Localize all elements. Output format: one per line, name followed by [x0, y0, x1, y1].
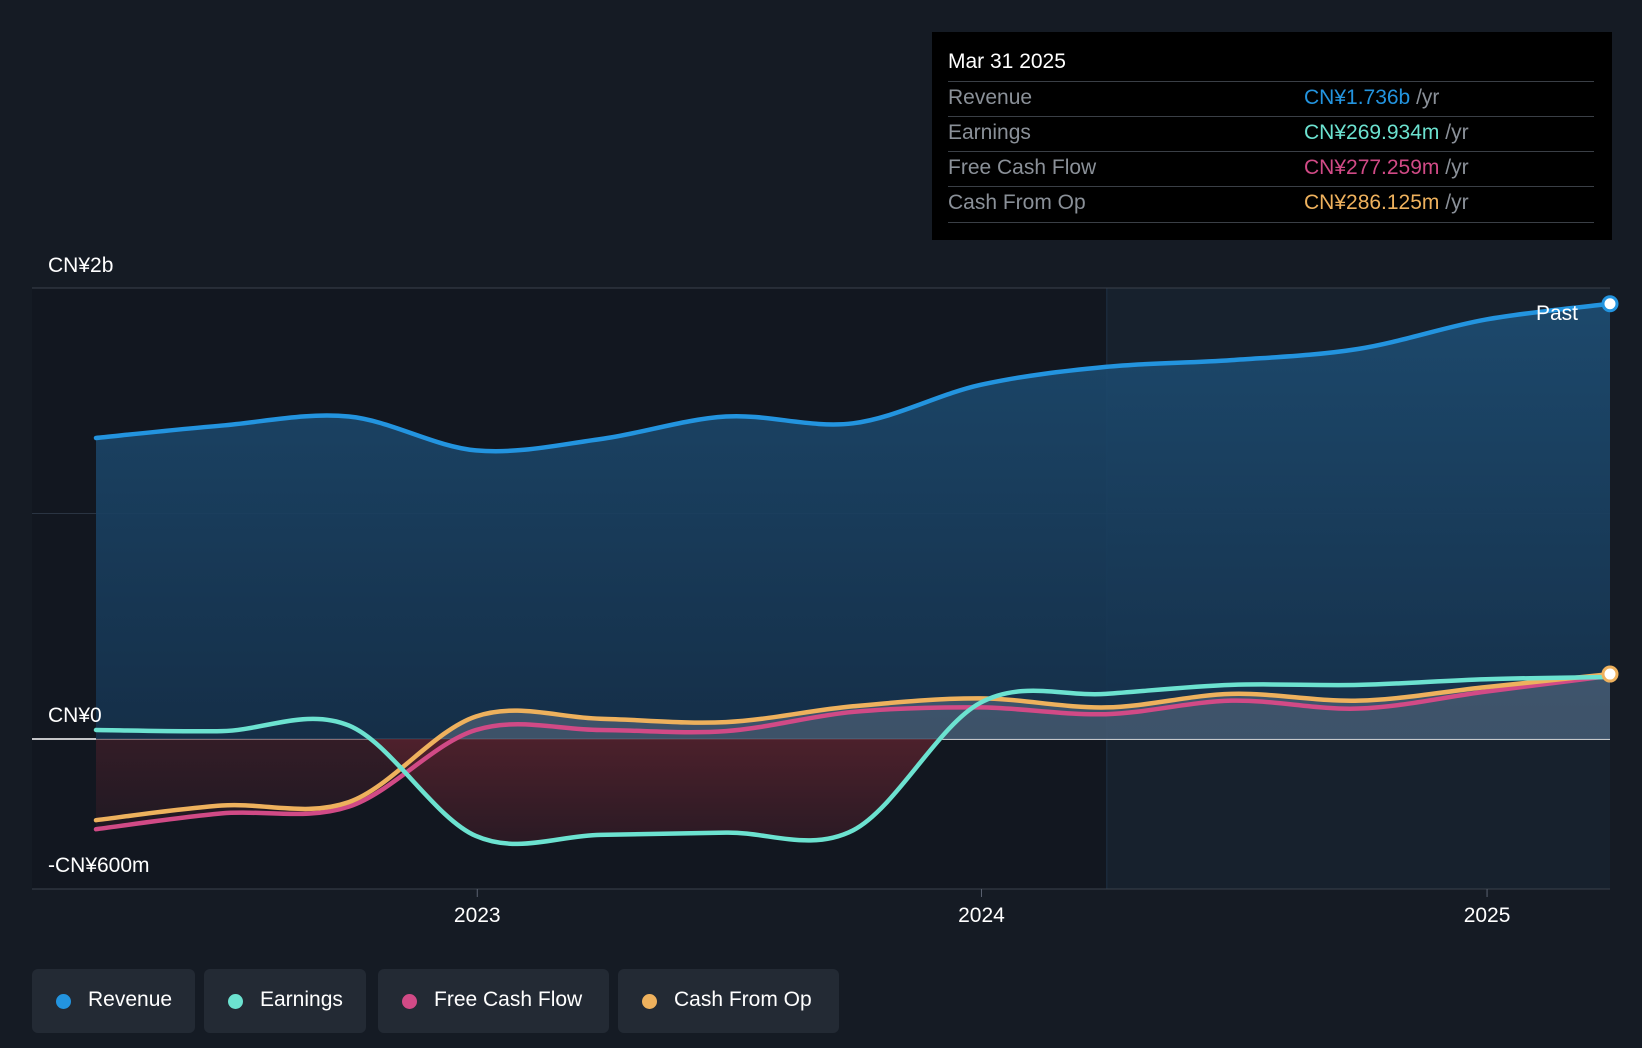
tooltip-row-cash-from-op: Cash From Op CN¥286.125m /yr: [948, 186, 1594, 221]
legend-label: Earnings: [260, 988, 343, 1011]
legend-item-revenue[interactable]: Revenue: [32, 969, 195, 1033]
tooltip-label: Earnings: [948, 121, 1031, 144]
tooltip-unit: /yr: [1445, 156, 1469, 179]
y-axis-label-zero: CN¥0: [48, 704, 102, 727]
legend-label: Free Cash Flow: [434, 988, 583, 1011]
earnings-negative-area: [96, 739, 1610, 844]
legend-item-cash-from-op[interactable]: Cash From Op: [618, 969, 839, 1033]
series-line-revenue: [93, 301, 1613, 454]
tooltip-unit: /yr: [1445, 121, 1469, 144]
tooltip-row-free-cash-flow: Free Cash Flow CN¥277.259m /yr: [948, 151, 1594, 186]
legend-item-free-cash-flow[interactable]: Free Cash Flow: [378, 969, 609, 1033]
series-line-cash-from-op: [93, 671, 1613, 823]
tooltip-label: Cash From Op: [948, 191, 1086, 214]
legend-dot-icon: [56, 994, 71, 1009]
tooltip-label: Free Cash Flow: [948, 156, 1097, 179]
x-tick-label: 2023: [454, 904, 501, 927]
legend-label: Cash From Op: [674, 988, 812, 1011]
tooltip-divider: [948, 222, 1594, 223]
tooltip-value: CN¥277.259m: [1304, 156, 1440, 179]
tooltip-unit: /yr: [1445, 191, 1469, 214]
legend-dot-icon: [402, 994, 417, 1009]
tooltip-row-earnings: Earnings CN¥269.934m /yr: [948, 116, 1594, 151]
fcf-negative-area: [96, 739, 1610, 830]
x-tick-label: 2025: [1464, 904, 1511, 927]
legend-dot-icon: [228, 994, 243, 1009]
legend-item-earnings[interactable]: Earnings: [204, 969, 366, 1033]
legend-label: Revenue: [88, 988, 173, 1011]
cash-end-marker: [1601, 665, 1619, 683]
tooltip-label: Revenue: [948, 86, 1033, 109]
y-axis-label-top: CN¥2b: [48, 254, 113, 277]
tooltip-row-revenue: Revenue CN¥1.736b /yr: [948, 81, 1594, 116]
revenue-end-marker: [1601, 295, 1619, 313]
series-line-free-cash-flow: [93, 673, 1613, 832]
tooltip-value: CN¥1.736b: [1304, 86, 1411, 109]
y-axis-label-bottom: -CN¥600m: [48, 854, 150, 877]
tooltip-value: CN¥286.125m: [1304, 191, 1440, 214]
series-line-earnings: [93, 674, 1613, 847]
past-label: Past: [1536, 302, 1578, 325]
tooltip-unit: /yr: [1416, 86, 1440, 109]
revenue-area: [96, 303, 1610, 739]
tooltip-date: Mar 31 2025: [948, 50, 1066, 73]
tooltip-value: CN¥269.934m: [1304, 121, 1440, 144]
x-tick-label: 2024: [958, 904, 1005, 927]
tooltip-panel: Mar 31 2025 Revenue CN¥1.736b /yr Earnin…: [932, 32, 1612, 240]
legend-dot-icon: [642, 994, 657, 1009]
